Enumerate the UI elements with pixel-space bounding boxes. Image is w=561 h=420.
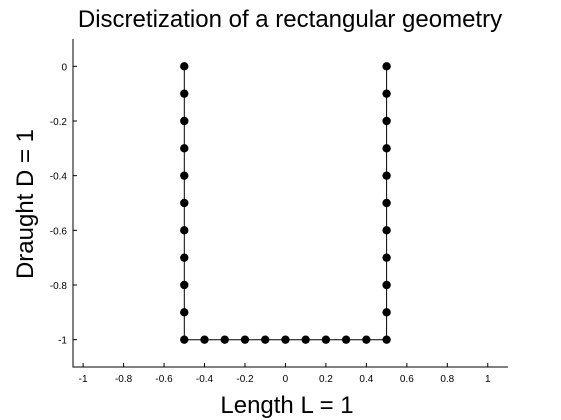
chart-title: Discretization of a rectangular geometry [78,6,502,33]
data-point [382,171,391,180]
data-point [180,280,189,290]
data-point [382,144,391,153]
y-tick-label: -1 [58,336,67,347]
x-tick-label: 0.6 [400,374,414,385]
x-tick-label: -0.8 [115,374,133,385]
x-tick-label: -0.4 [196,374,214,385]
x-tick-label: 0.4 [359,374,373,385]
x-axis-label: Length L = 1 [220,392,353,419]
x-tick-label: 0 [283,374,289,385]
data-point [180,144,189,153]
x-tick-label: 0.2 [319,374,333,385]
x-tick-label: 1 [485,374,491,385]
data-point [180,171,189,180]
data-point [341,335,351,344]
y-tick-label: -0.4 [50,172,68,183]
data-point [321,335,331,344]
y-ticks: 0 -0.2 -0.4 -0.6 -0.8 -1 [50,62,77,347]
data-point [382,62,391,71]
data-point [180,226,189,235]
x-tick-label: -1 [79,374,88,385]
plot-area: -1 -0.8 -0.6 -0.4 -0.2 0 0.2 0.4 0.6 0.8 1 0 -0.2 -0… [50,39,508,385]
data-point [382,198,391,208]
data-point [382,253,391,262]
data-point [362,335,371,344]
data-point [200,335,209,344]
data-point [180,335,189,344]
x-ticks: -1 -0.8 -0.6 -0.4 -0.2 0 0.2 0.4 0.6 0.8 1 [79,363,491,385]
data-point [220,335,229,344]
data-point [382,89,391,98]
data-point [261,335,270,344]
data-point [180,89,189,98]
data-point [382,280,391,290]
data-point [301,335,310,344]
series-line [183,66,388,341]
x-tick-label: -0.2 [236,374,254,385]
data-point [240,335,250,344]
y-tick-label: -0.6 [50,226,68,237]
y-tick-label: -0.2 [50,117,68,128]
data-point [382,226,391,235]
data-point [180,198,189,208]
data-point [180,116,189,126]
data-point [180,308,189,317]
series-markers [180,62,391,344]
x-tick-label: 0.8 [440,374,454,385]
y-tick-label: -0.8 [50,281,68,292]
x-tick-label: -0.6 [155,374,173,385]
data-point [382,116,391,126]
data-point [180,62,189,71]
data-point [180,253,189,262]
axes-frame [72,39,508,368]
y-tick-label: 0 [61,62,67,73]
y-axis-label: Draught D = 1 [12,129,39,279]
data-point [281,335,290,344]
data-point [382,335,391,344]
data-point [382,308,391,317]
